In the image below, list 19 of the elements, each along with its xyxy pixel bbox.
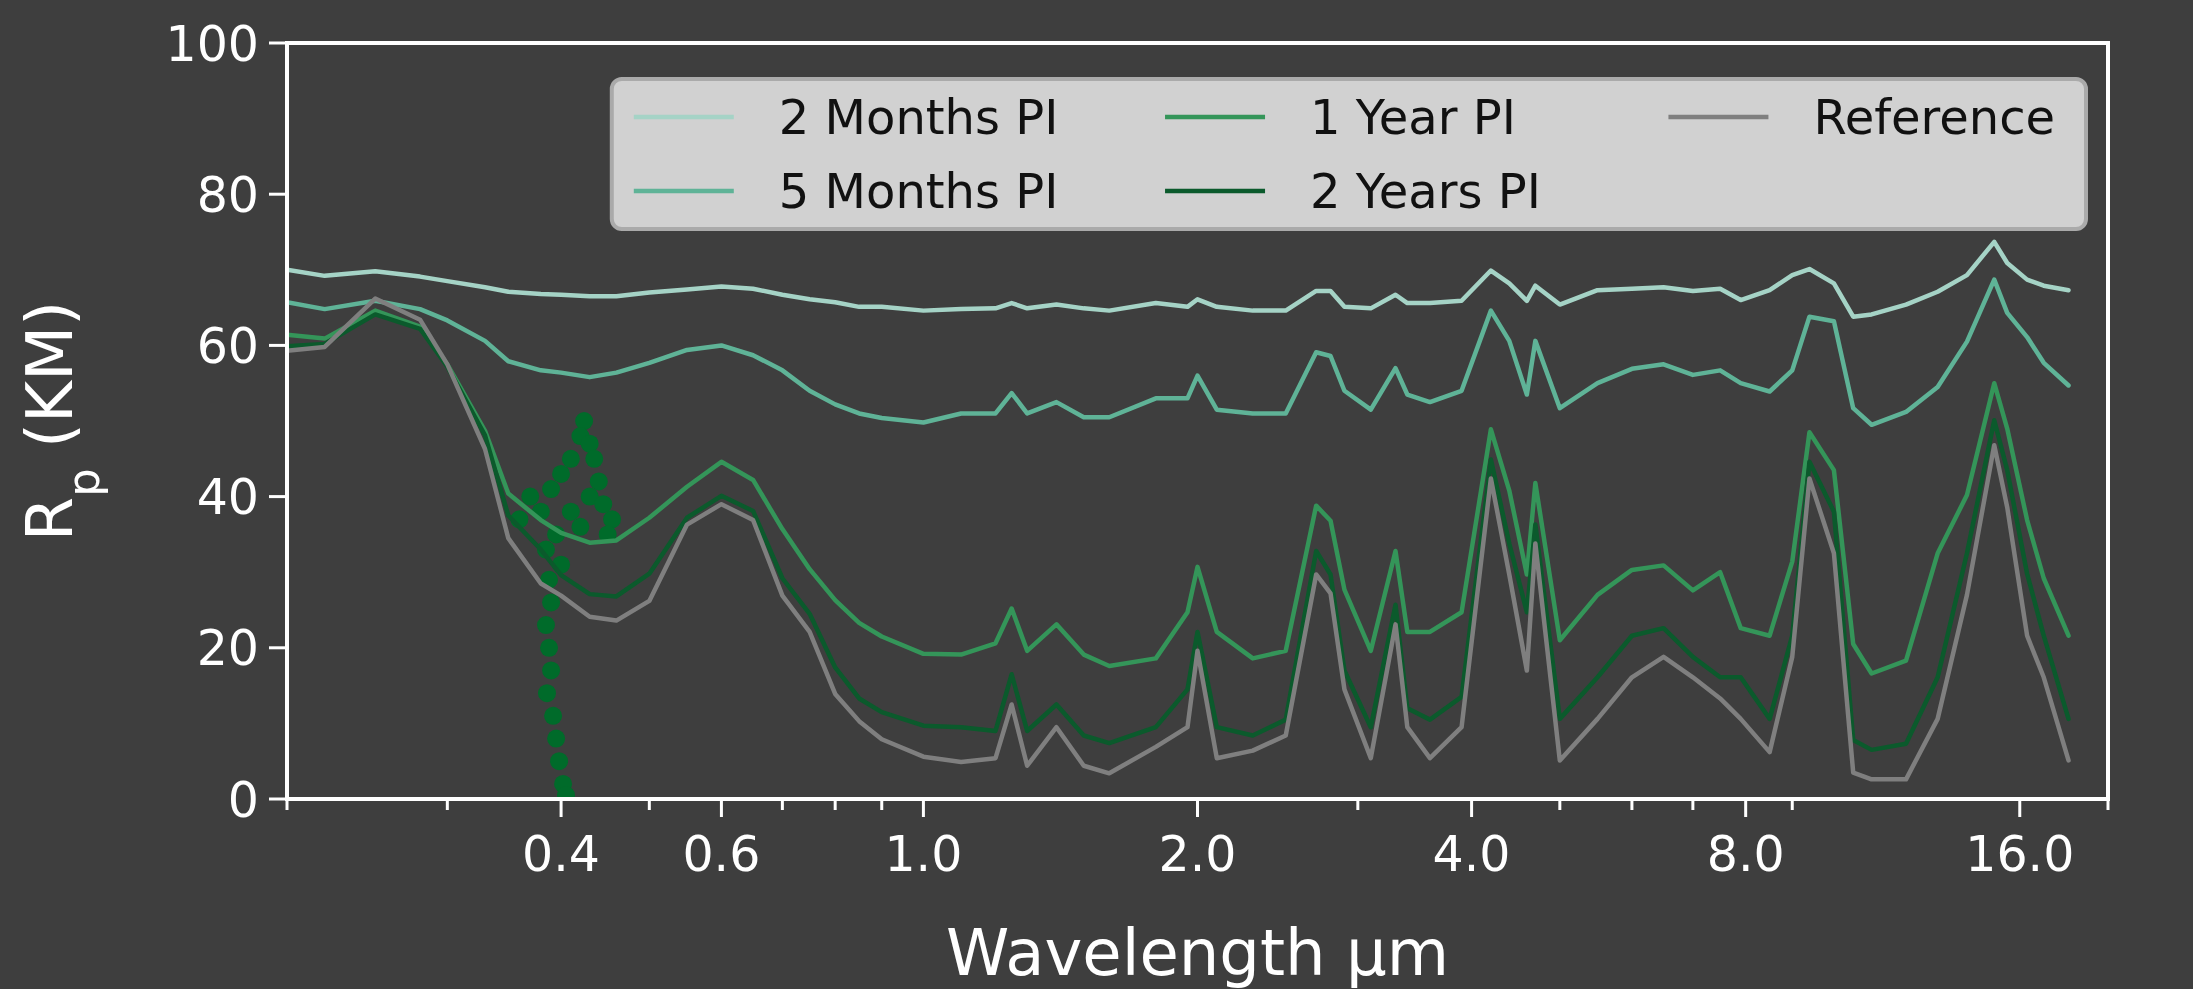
legend-label: Reference [1813,89,2056,146]
y-tick-label: 80 [196,166,259,224]
x-tick-label: 16.0 [1965,826,2075,883]
legend-label: 5 Months PI [778,163,1059,220]
legend-label: 1 Year PI [1310,89,1516,146]
x-tick-label: 4.0 [1432,826,1511,883]
x-tick-label: 0.4 [522,826,601,883]
legend-label: 2 Months PI [778,89,1059,146]
y-tick-label: 100 [165,15,259,73]
y-tick-label: 20 [196,620,259,678]
x-tick-label: 2.0 [1158,826,1237,883]
x-axis-title: Wavelength μm [945,916,1450,989]
y-tick-label: 0 [227,771,259,829]
y-tick-label: 40 [196,469,259,527]
x-tick-label: 1.0 [884,826,963,883]
y-tick-label: 60 [196,318,259,376]
x-tick-label: 8.0 [1706,826,1785,883]
x-tick-label: 0.6 [682,826,761,883]
legend-label: 2 Years PI [1310,163,1541,220]
